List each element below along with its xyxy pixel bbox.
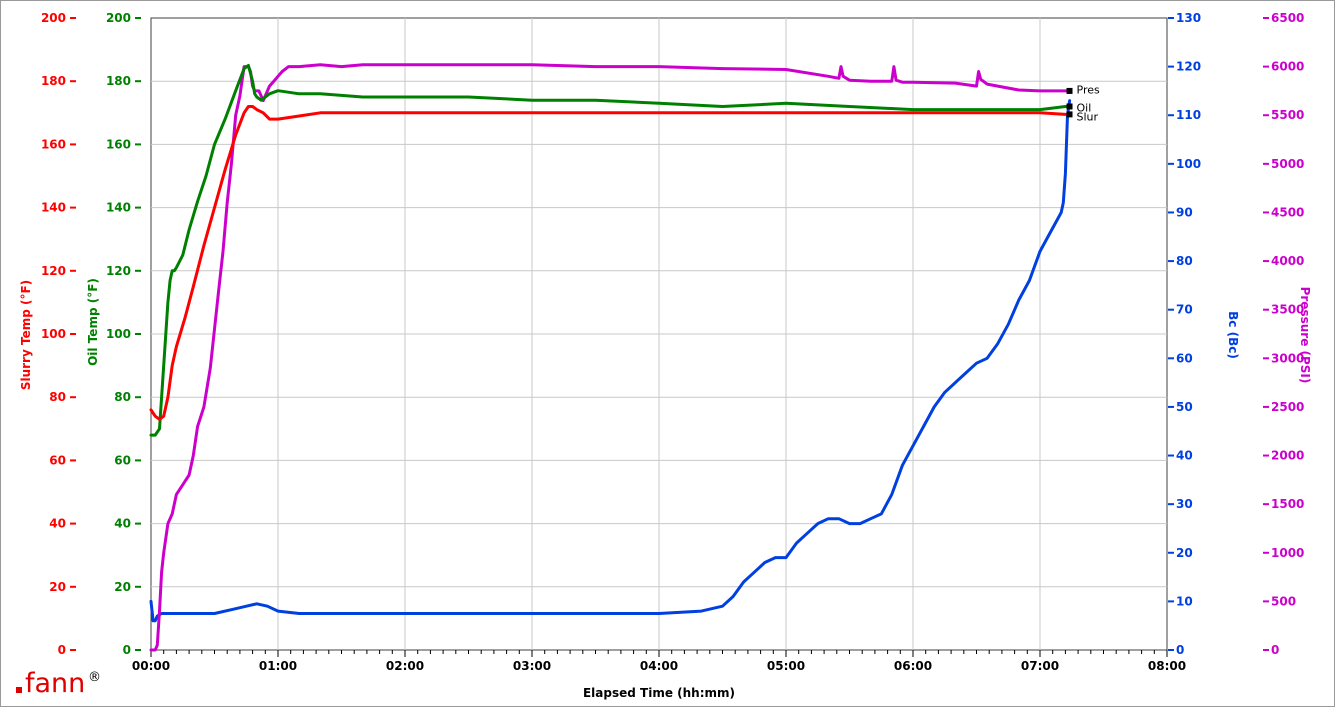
bc-tick-label: 60 (1176, 351, 1193, 365)
x-tick-label: 03:00 (513, 659, 551, 673)
end-marker-oil (1066, 103, 1073, 110)
pressure-tick-label: 1500 (1271, 497, 1304, 511)
x-tick-label: 05:00 (767, 659, 805, 673)
bc-tick-label: 20 (1176, 546, 1193, 560)
oil-tick-label: 200 (106, 11, 131, 25)
slurry-tick-label: 60 (49, 453, 66, 467)
pressure-tick-label: 3000 (1271, 351, 1304, 365)
bc-tick-label: 110 (1176, 108, 1201, 122)
slurry-tick-label: 40 (49, 517, 66, 531)
slurry-tick-label: 80 (49, 390, 66, 404)
series-line-pres (149, 63, 1069, 652)
slurry-tick-label: 180 (41, 74, 66, 88)
bc-tick-label: 100 (1176, 157, 1201, 171)
oil-tick-label: 0 (123, 643, 131, 657)
end-marker-pres (1066, 87, 1073, 94)
slurry-axis-title: Slurry Temp (°F) (19, 280, 33, 390)
x-tick-label: 04:00 (640, 659, 678, 673)
series-line-oil (149, 63, 1069, 437)
pressure-tick-label: 1000 (1271, 546, 1304, 560)
oil-tick-label: 180 (106, 74, 131, 88)
bc-axis-title: Bc (Bc) (1226, 311, 1240, 359)
series-line-bc (149, 99, 1072, 623)
end-label-pres: Pres (1077, 84, 1100, 97)
slurry-tick-label: 140 (41, 201, 66, 215)
oil-tick-label: 20 (114, 580, 131, 594)
oil-tick-label: 40 (114, 517, 131, 531)
pressure-tick-label: 2000 (1271, 449, 1304, 463)
pressure-tick-label: 6000 (1271, 60, 1304, 74)
slurry-tick-label: 100 (41, 327, 66, 341)
oil-tick-label: 160 (106, 137, 131, 151)
registered-mark: ® (88, 670, 101, 685)
bc-tick-label: 80 (1176, 254, 1193, 268)
oil-tick-label: 100 (106, 327, 131, 341)
x-tick-label: 06:00 (894, 659, 932, 673)
bc-tick-label: 130 (1176, 11, 1201, 25)
pressure-tick-label: 5000 (1271, 157, 1304, 171)
pressure-tick-label: 6500 (1271, 11, 1304, 25)
pressure-tick-label: 4500 (1271, 205, 1304, 219)
bc-tick-label: 90 (1176, 205, 1193, 219)
pressure-tick-label: 5500 (1271, 108, 1304, 122)
oil-tick-label: 140 (106, 201, 131, 215)
logo-square-icon (16, 687, 22, 693)
end-label-slur: Slur (1077, 111, 1099, 124)
oil-axis-title: Oil Temp (°F) (86, 278, 100, 366)
oil-tick-label: 80 (114, 390, 131, 404)
bc-tick-label: 50 (1176, 400, 1193, 414)
logo-word: fann (25, 668, 86, 699)
x-axis-title: Elapsed Time (hh:mm) (583, 686, 735, 700)
pressure-tick-label: 3500 (1271, 303, 1304, 317)
series-line-slur (149, 105, 1069, 421)
oil-tick-label: 120 (106, 264, 131, 278)
pressure-axis-title: Pressure (PSI) (1298, 287, 1312, 384)
pressure-tick-label: 0 (1271, 643, 1279, 657)
x-tick-label: 07:00 (1021, 659, 1059, 673)
x-tick-label: 08:00 (1148, 659, 1186, 673)
slurry-tick-label: 0 (58, 643, 66, 657)
slurry-tick-label: 120 (41, 264, 66, 278)
x-tick-label: 01:00 (259, 659, 297, 673)
oil-tick-label: 60 (114, 453, 131, 467)
bc-tick-label: 10 (1176, 594, 1193, 608)
bc-tick-label: 40 (1176, 449, 1193, 463)
bc-tick-label: 30 (1176, 497, 1193, 511)
bc-tick-label: 70 (1176, 303, 1193, 317)
x-tick-label: 02:00 (386, 659, 424, 673)
slurry-tick-label: 160 (41, 137, 66, 151)
bc-tick-label: 0 (1176, 643, 1184, 657)
slurry-tick-label: 200 (41, 11, 66, 25)
end-marker-slur (1066, 111, 1073, 118)
slurry-tick-label: 20 (49, 580, 66, 594)
pressure-tick-label: 500 (1271, 594, 1296, 608)
end-label-oil: Oil (1077, 101, 1092, 114)
bc-tick-label: 120 (1176, 60, 1201, 74)
x-tick-label: 00:00 (132, 659, 170, 673)
pressure-tick-label: 2500 (1271, 400, 1304, 414)
pressure-tick-label: 4000 (1271, 254, 1304, 268)
